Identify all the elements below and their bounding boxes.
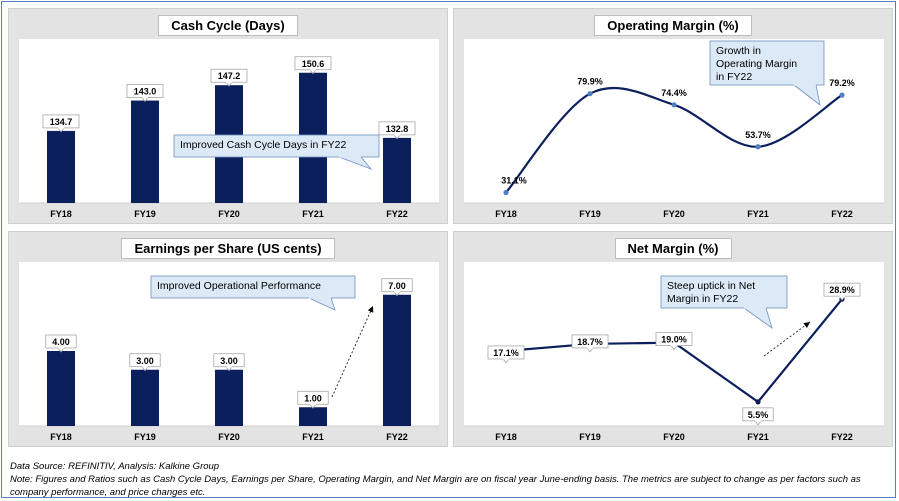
net-margin-chart: FY18 FY19 FY20 FY21 FY22 17.1% 18.7% 19.0% 5.5% 2… [464, 275, 884, 442]
svg-text:Steep uptick in Net: Steep uptick in Net [667, 280, 755, 292]
data-source-text: Data Source: REFINITIV, Analysis: Kalkin… [10, 461, 220, 472]
bar-fy19 [131, 100, 159, 203]
footer-notes: Data Source: REFINITIV, Analysis: Kalkin… [10, 460, 890, 499]
eps-panel: Earnings per Share (US cents) FY18 FY19 FY… [8, 231, 448, 447]
note-text: Note: Figures and Ratios such as Cash Cy… [10, 474, 861, 498]
x-tick-label: FY22 [831, 432, 853, 442]
svg-text:28.9%: 28.9% [829, 285, 855, 295]
data-label: 31.1% [501, 176, 527, 186]
data-point [839, 92, 845, 98]
data-point [587, 91, 593, 97]
svg-text:19.0%: 19.0% [661, 335, 687, 345]
x-tick-label: FY22 [386, 209, 408, 219]
data-point [671, 102, 677, 108]
x-tick-label: FY19 [134, 209, 156, 219]
annotation-callout: Improved Operational Performance [150, 275, 356, 311]
x-tick-label: FY20 [218, 209, 240, 219]
x-tick-label: FY21 [302, 209, 324, 219]
series-line [505, 298, 843, 404]
x-tick-label: FY18 [50, 209, 72, 219]
x-tick-label: FY21 [747, 209, 769, 219]
data-label: 28.9% [823, 282, 861, 301]
bar-fy22 [383, 294, 411, 426]
x-tick-label: FY19 [134, 432, 156, 442]
bar-fy18 [47, 130, 75, 203]
svg-text:3.00: 3.00 [220, 356, 238, 366]
data-label: 53.7% [745, 130, 771, 140]
svg-text:3.00: 3.00 [136, 356, 154, 366]
svg-text:5.5%: 5.5% [748, 410, 769, 420]
data-label: 7.00 [381, 278, 413, 297]
chart-title: Earnings per Share (US cents) [9, 238, 447, 259]
x-tick-label: FY20 [218, 432, 240, 442]
svg-text:7.00: 7.00 [388, 281, 406, 291]
x-tick-label: FY22 [831, 209, 853, 219]
svg-text:Improved Operational Performan: Improved Operational Performance [157, 280, 321, 292]
data-label: 79.2% [829, 78, 855, 88]
operating-margin-panel: Operating Margin (%) FY18 FY19 FY20 FY21 FY2… [453, 8, 893, 224]
data-label: 79.9% [577, 77, 603, 87]
data-label: 4.00 [45, 334, 77, 353]
x-tick-label: FY18 [50, 432, 72, 442]
data-point [503, 189, 509, 196]
chart-title: Operating Margin (%) [454, 15, 892, 36]
x-tick-label: FY22 [386, 432, 408, 442]
data-label: 132.8 [378, 121, 416, 140]
bar-fy22 [383, 137, 411, 203]
cash-cycle-chart: FY18 FY19 FY20 FY21 FY22 134.7 143.0 147.2 150.6… [19, 56, 439, 219]
svg-text:18.7%: 18.7% [577, 337, 603, 347]
data-label: 134.7 [42, 114, 80, 133]
svg-text:Margin in FY22: Margin in FY22 [667, 293, 738, 305]
data-label: 18.7% [571, 334, 609, 353]
x-tick-label: FY18 [495, 432, 517, 442]
svg-text:134.7: 134.7 [50, 117, 73, 127]
data-label: 17.1% [487, 345, 525, 364]
x-tick-label: FY20 [663, 432, 685, 442]
chart-title: Net Margin (%) [454, 238, 892, 259]
bar-fy18 [47, 351, 75, 426]
bar-fy19 [131, 369, 159, 426]
net-margin-panel: Net Margin (%) FY18 FY19 FY20 FY21 FY22 17.1%… [453, 231, 893, 447]
svg-text:1.00: 1.00 [304, 393, 322, 403]
data-label: 19.0% [655, 332, 693, 351]
x-tick-label: FY20 [663, 209, 685, 219]
svg-text:4.00: 4.00 [52, 337, 70, 347]
svg-text:132.8: 132.8 [386, 124, 409, 134]
annotation-callout: Improved Cash Cycle Days in FY22 [173, 134, 380, 170]
bar-fy20 [215, 369, 243, 426]
data-label: 3.00 [213, 353, 245, 372]
trend-arrow [331, 305, 374, 398]
svg-text:in FY22: in FY22 [716, 71, 752, 83]
svg-text:150.6: 150.6 [302, 59, 325, 69]
data-label: 147.2 [210, 68, 248, 87]
trend-arrow [763, 321, 811, 357]
data-label: 1.00 [297, 390, 329, 409]
svg-text:Operating Margin: Operating Margin [716, 58, 797, 70]
operating-margin-chart: FY18 FY19 FY20 FY21 FY22 31.1% 79.9% 74.4% 53.7%… [464, 40, 884, 219]
cash-cycle-panel: Cash Cycle (Days) FY18 FY19 FY20 FY21 FY22 13… [8, 8, 448, 224]
x-tick-label: FY19 [579, 432, 601, 442]
svg-text:143.0: 143.0 [134, 87, 157, 97]
svg-text:Growth in: Growth in [716, 45, 761, 57]
chart-title: Cash Cycle (Days) [9, 15, 447, 36]
x-tick-label: FY19 [579, 209, 601, 219]
eps-chart: FY18 FY19 FY20 FY21 FY22 4.00 3.00 3.00 1.00 7.00… [19, 275, 439, 442]
data-label: 3.00 [129, 353, 161, 372]
svg-text:17.1%: 17.1% [493, 348, 519, 358]
x-tick-label: FY18 [495, 209, 517, 219]
data-label: 74.4% [661, 88, 687, 98]
bar-fy21 [299, 407, 327, 426]
svg-text:Improved Cash Cycle Days in FY: Improved Cash Cycle Days in FY22 [180, 139, 346, 151]
data-label: 5.5% [742, 407, 774, 426]
data-point [755, 144, 761, 150]
data-label: 150.6 [294, 56, 332, 75]
x-tick-label: FY21 [747, 432, 769, 442]
svg-text:147.2: 147.2 [218, 71, 241, 81]
data-point [755, 399, 761, 405]
data-label: 143.0 [126, 84, 164, 103]
x-tick-label: FY21 [302, 432, 324, 442]
